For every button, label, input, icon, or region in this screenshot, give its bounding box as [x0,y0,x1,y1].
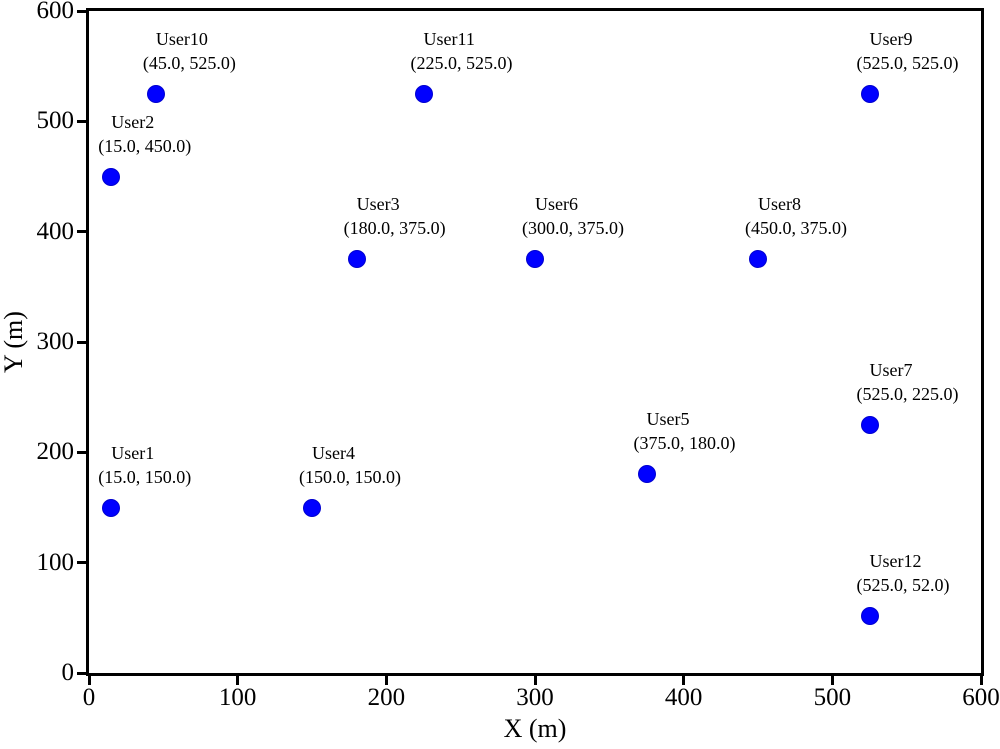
y-axis-tick [77,119,88,123]
y-tick-label: 100 [36,548,75,576]
point-label-coords: (450.0, 375.0) [745,218,847,239]
data-point-user1 [102,498,121,517]
data-point-user8 [749,250,767,269]
data-point-user3 [347,250,366,269]
point-label-coords: (300.0, 375.0) [522,218,624,239]
y-axis-tick [77,561,88,565]
point-label-coords: (15.0, 150.0) [98,466,192,487]
point-label-coords: (225.0, 525.0) [410,52,513,73]
data-point-user6 [526,250,544,269]
y-tick-label: 300 [36,328,75,355]
x-tick-label: 0 [82,684,96,711]
point-label-name: User12 [869,550,922,571]
data-point-user12 [860,606,879,625]
y-axis-tick [77,230,88,234]
x-axis-tick [979,674,983,685]
point-label-name: User3 [356,194,400,215]
y-axis-title: Y (m) [0,311,28,373]
point-label-coords: (525.0, 525.0) [856,52,959,73]
data-point-user7 [860,415,879,434]
point-label-coords: (525.0, 225.0) [856,383,959,404]
data-point-user9 [860,84,879,103]
point-label-coords: (150.0, 150.0) [299,466,401,487]
data-point-user5 [637,465,656,484]
y-axis-tick [77,450,88,454]
point-label-name: User7 [869,359,913,380]
x-axis-tick [830,674,834,685]
plot-frame [86,8,984,676]
x-axis-tick [682,674,686,685]
y-tick-label: 0 [61,659,75,686]
y-tick-label: 200 [36,438,75,466]
x-axis-title: X (m) [503,714,567,743]
x-tick-label: 100 [218,684,257,711]
point-label-coords: (525.0, 52.0) [856,574,950,595]
point-label-coords: (15.0, 450.0) [98,135,192,156]
point-label-name: User8 [758,194,801,215]
y-tick-label: 400 [36,217,75,245]
data-point-user10 [146,84,165,103]
point-label-name: User10 [155,28,208,49]
point-label-coords: (180.0, 375.0) [343,218,446,239]
point-label-name: User5 [646,409,690,430]
x-axis-tick [533,674,537,685]
x-tick-label: 300 [516,684,554,711]
point-label-name: User2 [111,111,155,132]
y-tick-label: 500 [36,107,75,135]
x-tick-label: 500 [813,684,852,711]
y-axis-tick [77,671,88,675]
x-axis-tick [87,674,91,685]
y-axis-tick [77,9,88,13]
data-point-user11 [414,84,433,103]
x-tick-label: 400 [664,684,703,711]
y-axis-tick [77,340,88,344]
x-axis-tick [236,674,240,685]
x-axis-tick [384,674,388,685]
point-label-coords: (375.0, 180.0) [633,433,736,454]
data-point-user2 [102,167,121,186]
y-tick-label: 600 [36,0,75,24]
point-label-name: User4 [312,442,355,463]
point-label-name: User1 [111,442,155,463]
x-tick-label: 200 [367,684,406,711]
x-tick-label: 600 [962,684,1000,711]
data-point-user4 [303,498,321,517]
point-label-name: User11 [423,28,475,49]
point-label-name: User9 [869,28,913,49]
point-label-coords: (45.0, 525.0) [142,52,236,73]
point-label-name: User6 [535,194,578,215]
